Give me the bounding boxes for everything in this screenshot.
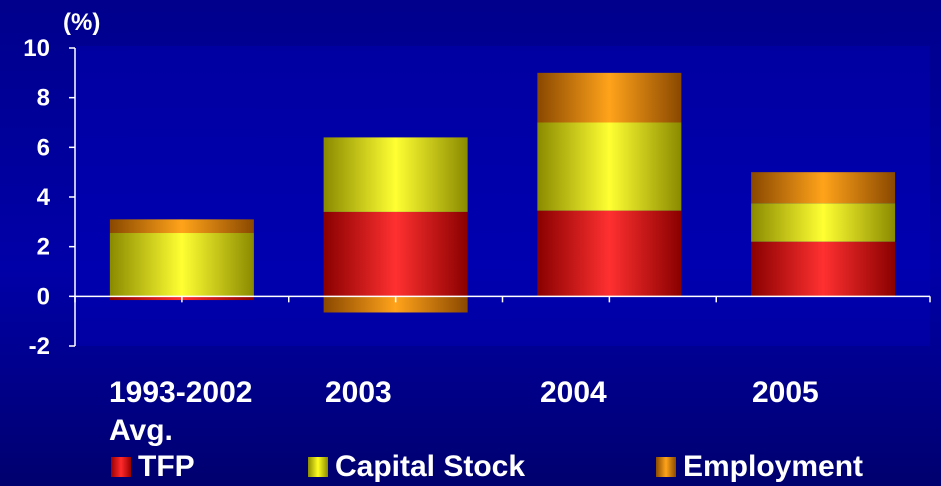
chart-legend: TFP Capital Stock Employment <box>111 452 911 486</box>
y-tick-label: 4 <box>37 184 51 211</box>
bar-capital-stock <box>109 233 254 297</box>
y-tick-label: 8 <box>37 85 50 112</box>
y-axis-unit-label: (%) <box>63 9 101 36</box>
legend-label-capital-stock: Capital Stock <box>335 450 526 483</box>
legend-swatch-tfp <box>111 457 131 477</box>
bar-employment <box>109 219 254 234</box>
x-category-label: 2004 <box>540 376 607 409</box>
x-category-label: 2003 <box>325 376 392 409</box>
y-tick-label: 10 <box>23 35 50 62</box>
bar-employment <box>323 296 468 313</box>
legend-item-employment: Employment <box>656 452 863 482</box>
legend-item-capital-stock: Capital Stock <box>308 452 525 482</box>
y-tick-label: 0 <box>37 283 50 310</box>
x-category-label: 1993-2002 <box>109 376 252 409</box>
y-tick-label: 6 <box>37 134 50 161</box>
y-tick-label: 2 <box>37 234 50 261</box>
legend-label-tfp: TFP <box>138 450 195 483</box>
bar-capital-stock <box>751 203 896 242</box>
x-category-label: 2005 <box>752 376 819 409</box>
bar-tfp <box>751 241 896 297</box>
bar-employment <box>751 172 896 204</box>
x-category-label: Avg. <box>109 414 173 447</box>
legend-swatch-employment <box>656 457 676 477</box>
bar-tfp <box>537 210 682 297</box>
legend-label-employment: Employment <box>683 450 864 483</box>
y-tick-label: -2 <box>29 333 50 360</box>
bar-capital-stock <box>323 137 468 212</box>
bar-tfp <box>323 211 468 297</box>
legend-item-tfp: TFP <box>111 452 195 482</box>
bar-capital-stock <box>537 122 682 211</box>
stacked-bar-chart: 10 8 6 4 2 0 -2 1993-2002 Avg. 2003 2004 2005 <box>23 35 930 447</box>
bar-employment <box>537 72 682 123</box>
legend-swatch-capital-stock <box>308 457 328 477</box>
